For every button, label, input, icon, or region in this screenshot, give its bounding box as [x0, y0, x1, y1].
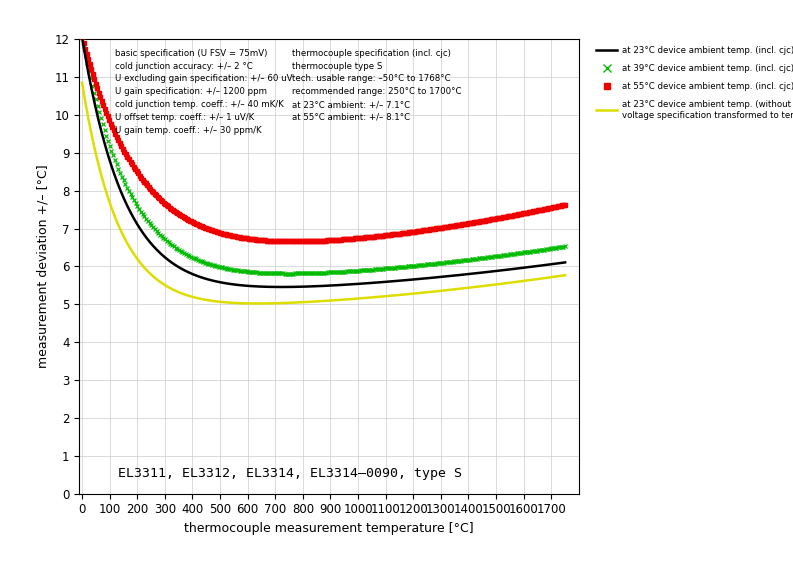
Legend: at 23°C device ambient temp. (incl. cjc), at 39°C device ambient temp. (incl. cj: at 23°C device ambient temp. (incl. cjc)… [593, 44, 793, 122]
X-axis label: thermocouple measurement temperature [°C]: thermocouple measurement temperature [°C… [184, 522, 474, 535]
Y-axis label: measurement deviation +/– [°C]: measurement deviation +/– [°C] [36, 165, 49, 368]
Text: thermocouple specification (incl. cjc)
thermocouple type S
tech. usable range: –: thermocouple specification (incl. cjc) t… [292, 49, 462, 122]
Text: basic specification (U FSV = 75mV)
cold junction accuracy: +/– 2 °C
U excluding : basic specification (U FSV = 75mV) cold … [115, 49, 293, 135]
Text: EL3311, EL3312, EL3314, EL3314–0090, type S: EL3311, EL3312, EL3314, EL3314–0090, typ… [118, 467, 462, 480]
